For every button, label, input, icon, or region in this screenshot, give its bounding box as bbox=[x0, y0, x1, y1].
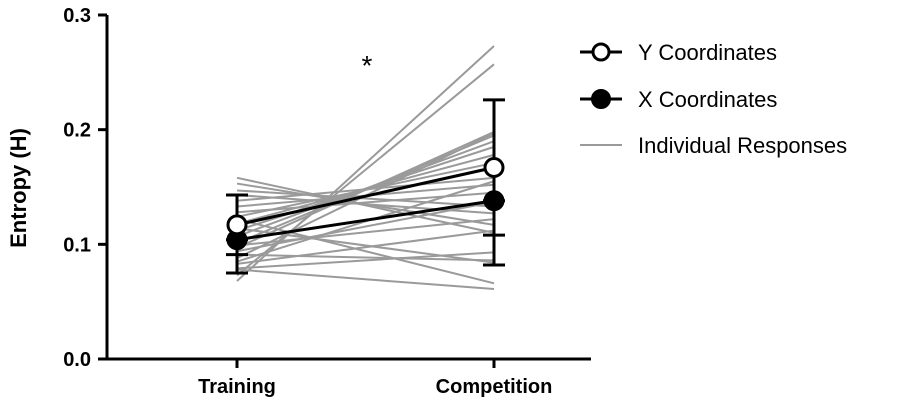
individual-response-line-23 bbox=[236, 268, 495, 291]
y-tick-label-2: 0.1 bbox=[63, 234, 91, 256]
individual-response-line-17 bbox=[236, 200, 495, 253]
individual-response-line-15 bbox=[236, 191, 495, 214]
individual-response-line-19 bbox=[236, 251, 495, 270]
y-tick-label-4: 0.3 bbox=[63, 5, 91, 27]
individual-responses bbox=[236, 45, 495, 291]
series-markers bbox=[226, 157, 505, 251]
series-line-1 bbox=[236, 166, 495, 227]
legend-item-y-coordinates: Y Coordinates bbox=[580, 40, 777, 65]
legend-label-y-coordinates: Y Coordinates bbox=[638, 40, 777, 65]
x-tick-label-2: Competition bbox=[436, 376, 553, 398]
open-circle-point-1 bbox=[226, 214, 248, 236]
legend: Y Coordinates X Coordinates Individual R… bbox=[580, 40, 847, 158]
individual-response-line-20 bbox=[236, 253, 495, 262]
legend-item-x-coordinates: X Coordinates bbox=[580, 87, 777, 112]
individual-response-line-25 bbox=[236, 218, 495, 247]
open-circle-point-2 bbox=[483, 157, 505, 179]
series-lines bbox=[236, 166, 495, 242]
y-tick-label-3: 0.2 bbox=[63, 120, 91, 142]
legend-label-x-coordinates: X Coordinates bbox=[638, 87, 777, 112]
legend-marker-filled-circle bbox=[591, 89, 611, 109]
legend-item-individual-responses: Individual Responses bbox=[580, 133, 847, 158]
x-tick-label-1: Training bbox=[198, 376, 276, 398]
individual-response-line-18 bbox=[236, 229, 495, 265]
legend-marker-open-circle bbox=[591, 42, 611, 62]
y-tick-label-1: 0.0 bbox=[63, 349, 91, 371]
y-axis-title: Entropy (H) bbox=[6, 128, 31, 248]
filled-circle-point-2 bbox=[483, 190, 505, 212]
significance-asterisk: * bbox=[362, 50, 373, 81]
legend-label-individual-responses: Individual Responses bbox=[638, 133, 847, 158]
individual-response-line-10 bbox=[236, 176, 495, 202]
individual-response-line-13 bbox=[236, 182, 495, 226]
series-line-2 bbox=[236, 199, 495, 242]
individual-response-line-12 bbox=[236, 189, 495, 208]
y-ticks: 0.0 0.1 0.2 0.3 bbox=[63, 5, 107, 371]
x-ticks: Training Competition bbox=[198, 359, 552, 398]
individual-response-line-22 bbox=[236, 218, 495, 285]
